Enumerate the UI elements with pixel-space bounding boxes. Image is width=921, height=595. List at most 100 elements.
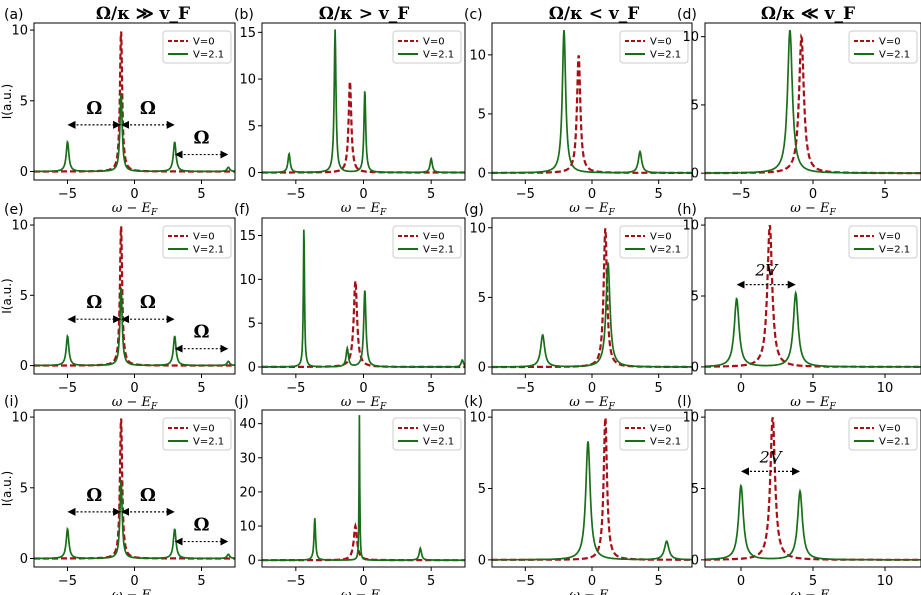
legend-label-v21: V=2.1 [879,437,910,448]
y-tick-label: 10 [682,411,699,426]
x-tick-label: −5 [58,381,77,396]
x-axis-label: ω − EF [569,588,615,595]
series-line-v21 [492,30,692,174]
panel-l: 0 5 10 0 5 10 ω − EF (l) V=0 V=2.1 2V [677,394,921,595]
y-tick-label: 0 [248,360,256,375]
series-line-v0 [492,55,692,174]
legend-label-v21: V=2.1 [879,245,910,256]
x-tick-label: 0 [588,381,596,396]
series-line-v21 [34,92,235,173]
legend-label-v0: V=0 [193,37,215,48]
x-tick-label: 5 [427,574,435,589]
y-axis-label: I(a.u.) [0,84,14,120]
x-tick-label: 5 [655,574,663,589]
legend-label-v0: V=0 [879,232,901,243]
series-line-v21 [705,29,921,174]
x-tick-label: 0 [737,574,745,589]
y-tick-label: 10 [469,221,486,236]
panel-k: 0 5 10 −5 0 5 ω − EF (k) V=0 V=2.1 [464,394,693,595]
x-tick-label: 0 [130,574,138,589]
x-tick-label: −5 [731,187,750,202]
y-tick-label: 5 [691,482,699,497]
annotation-label-omega: Ω [193,322,209,343]
panel-e: 0 5 10 −5 0 5 ω − EF I(a.u.) (e) V=0 V=2.1 Ω Ω Ω [0,202,236,412]
series-line-v21 [492,441,692,561]
legend: V=0 V=2.1 [619,30,689,64]
panel-label: (e) [4,202,24,218]
x-tick-label: 0 [588,187,596,202]
legend-label-v0: V=0 [193,232,215,243]
y-tick-label: 10 [11,24,28,39]
legend-label-v21: V=2.1 [650,50,681,61]
y-tick-label: 0 [691,167,699,182]
x-axis-label: ω − EF [112,588,158,595]
legend: V=0 V=2.1 [162,30,232,64]
x-tick-label: 0 [130,381,138,396]
x-tick-label: −5 [516,381,535,396]
series-line-v21 [262,415,465,562]
x-axis-label: ω − EF [112,395,158,412]
y-tick-label: 5 [248,317,256,332]
y-tick-label: 5 [478,291,486,306]
y-tick-label: 10 [239,273,256,288]
y-tick-label: 0 [478,166,486,181]
column-title-1: Ω/κ ≫ v_F [96,4,190,24]
x-axis-label: ω − EF [341,588,387,595]
panel-label: (i) [4,394,19,410]
series-line-v21 [262,229,465,368]
annotation-label-omega: Ω [140,485,156,506]
y-tick-label: 5 [691,98,699,113]
panel-h: 0 5 10 0 5 10 ω − EF (h) V=0 V=2.1 2V [677,202,921,412]
x-tick-label: 0 [359,574,367,589]
x-tick-label: 5 [427,187,435,202]
legend-label-v21: V=2.1 [650,437,681,448]
panel-label: (d) [677,7,697,23]
legend: V=0 V=2.1 [848,30,918,64]
y-tick-label: 20 [239,485,256,500]
series-line-v0 [705,417,921,561]
annotation-label-omega: Ω [140,292,156,313]
y-tick-label: 10 [11,411,28,426]
annotation-label-omega: Ω [193,515,209,536]
y-tick-label: 0 [478,361,486,376]
legend: V=0 V=2.1 [619,417,689,451]
y-tick-label: 0 [20,359,28,374]
panel-b: 0 5 10 15 −5 0 5 ω − EF (b) V=0 V=2.1 [234,7,466,218]
y-tick-label: 15 [239,229,256,244]
series-line-v21 [262,29,465,174]
legend: V=0 V=2.1 [162,225,232,259]
y-tick-label: 40 [239,417,256,432]
annotation-label-omega: Ω [86,98,102,119]
panel-a: 0 5 10 −5 0 5 ω − EF I(a.u.) (a) V=0 V=2.1 Ω Ω Ω [0,7,236,218]
panel-label: (k) [464,394,483,410]
series-line-v0 [262,81,465,174]
annotation-label-2v: 2V [759,447,783,466]
y-axis-label: I(a.u.) [0,278,14,314]
x-tick-label: 5 [809,574,817,589]
y-tick-label: 10 [469,48,486,63]
annotation-label-omega: Ω [86,485,102,506]
panel-label: (f) [234,202,250,218]
y-tick-label: 5 [478,482,486,497]
x-tick-label: 0 [130,187,138,202]
legend: V=0 V=2.1 [392,30,462,64]
annotation-label-omega: Ω [193,128,209,149]
x-tick-label: 5 [655,187,663,202]
x-tick-label: 0 [588,574,596,589]
y-tick-label: 0 [691,360,699,375]
legend-label-v0: V=0 [193,424,215,435]
series-line-v21 [492,262,692,368]
legend: V=0 V=2.1 [162,417,232,451]
x-tick-label: −5 [58,574,77,589]
legend-label-v21: V=2.1 [193,245,224,256]
x-tick-label: −5 [516,187,535,202]
panel-c: 0 5 10 −5 0 5 ω − EF (c) V=0 V=2.1 [464,7,693,218]
legend-label-v0: V=0 [879,37,901,48]
series-line-v21 [705,289,921,368]
legend: V=0 V=2.1 [619,225,689,259]
y-tick-label: 0 [248,554,256,569]
legend-label-v21: V=2.1 [423,245,454,256]
y-tick-label: 10 [239,520,256,535]
y-tick-label: 10 [682,219,699,234]
